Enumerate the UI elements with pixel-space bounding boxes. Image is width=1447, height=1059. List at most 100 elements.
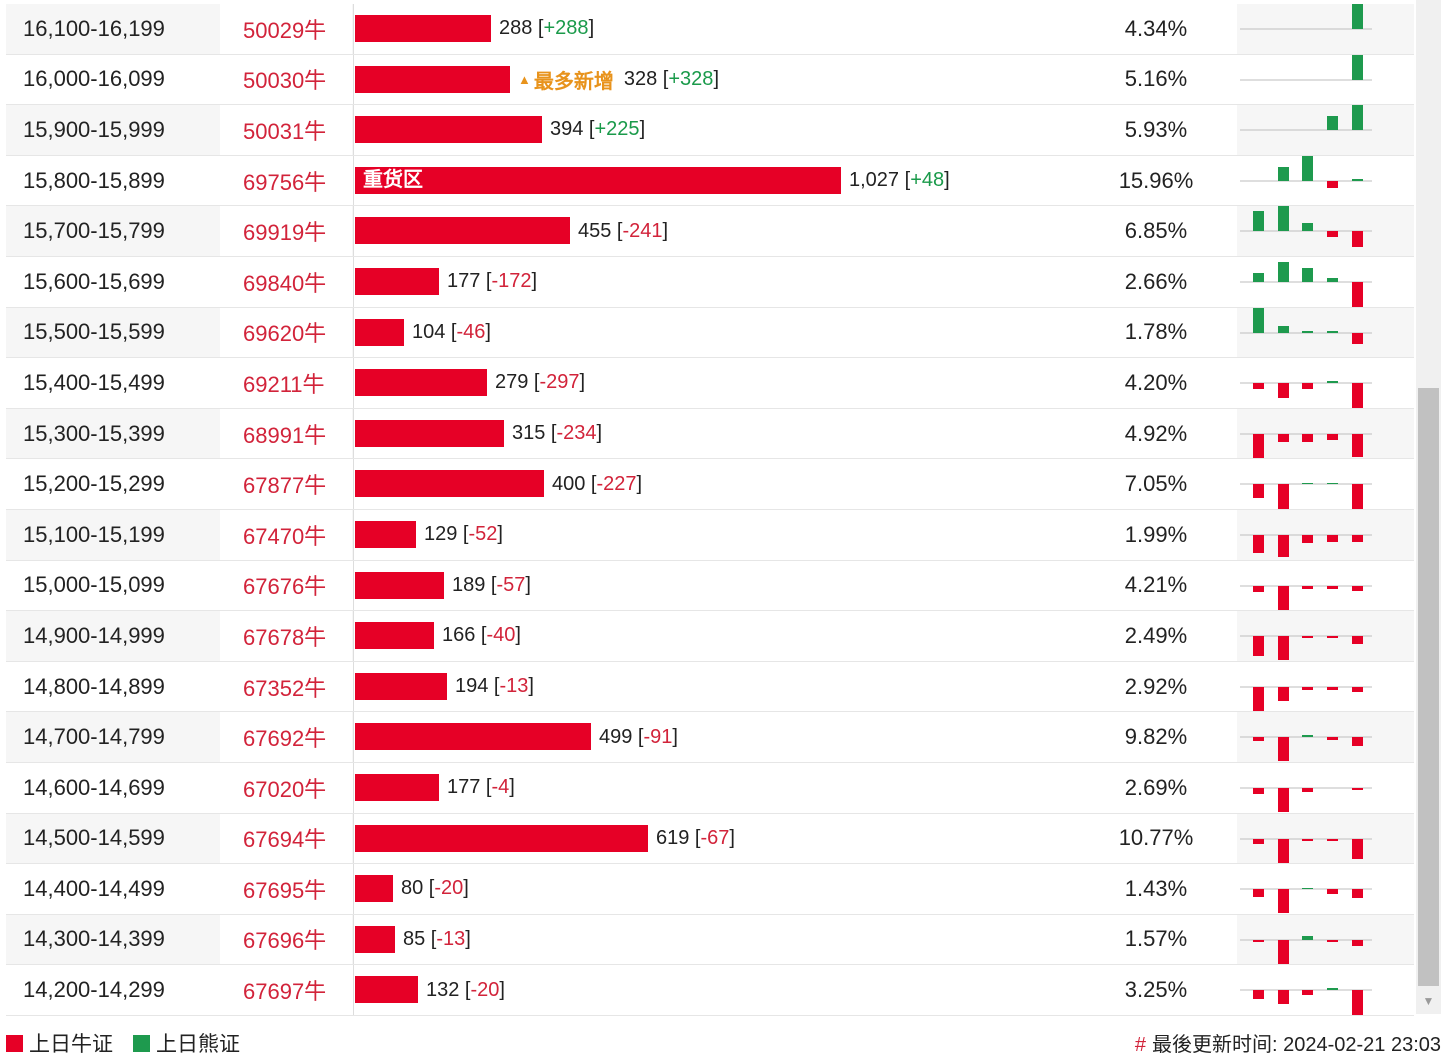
change-value: -241 bbox=[622, 219, 663, 242]
outstanding-bar bbox=[355, 217, 570, 245]
warrant-code-link[interactable]: 67695牛 bbox=[243, 877, 327, 903]
table-row[interactable]: 15,900-15,999 50031牛 394 [+225] 5.93% bbox=[6, 105, 1414, 156]
outstanding-bar bbox=[355, 369, 487, 397]
warrant-code-link[interactable]: 69211牛 bbox=[243, 371, 325, 397]
table-row[interactable]: 14,300-14,399 67696牛 85 [-13] 1.57% bbox=[6, 914, 1414, 966]
bar-value-label: 279 [-297] bbox=[495, 371, 586, 394]
percentage: 4.34% bbox=[1124, 15, 1188, 41]
table-row[interactable]: 14,700-14,799 67692牛 499 [-91] 9.82% bbox=[6, 712, 1414, 763]
table-row[interactable]: 15,800-15,899 69756牛 重货区 1,027 [+48] 15.96% bbox=[6, 155, 1414, 207]
table-row[interactable]: 14,600-14,699 67020牛 177 [-4] 2.69% bbox=[6, 762, 1414, 814]
table-row[interactable]: 15,200-15,299 67877牛 400 [-227] 7.05% bbox=[6, 459, 1414, 510]
outstanding-bar bbox=[355, 15, 491, 42]
table-row[interactable]: 15,500-15,599 69620牛 104 [-46] 1.78% bbox=[6, 307, 1414, 359]
table-row[interactable]: 15,700-15,799 69919牛 455 [-241] 6.85% bbox=[6, 206, 1414, 257]
bar-value-label: 129 [-52] bbox=[424, 523, 503, 546]
warrant-code-link[interactable]: 69756牛 bbox=[243, 169, 327, 195]
spark-bar bbox=[1352, 990, 1363, 1015]
vertical-scrollbar[interactable] bbox=[1416, 0, 1441, 1014]
table-row[interactable]: 14,200-14,299 67697牛 132 [-20] 3.25% bbox=[6, 965, 1414, 1016]
table-row[interactable]: 15,400-15,499 69211牛 279 [-297] 4.20% bbox=[6, 358, 1414, 409]
table-row[interactable]: 15,300-15,399 68991牛 315 [-234] 4.92% bbox=[6, 408, 1414, 460]
table-row[interactable]: 16,100-16,199 50029牛 288 [+288] 4.34% bbox=[6, 4, 1414, 55]
warrant-code-link[interactable]: 67697牛 bbox=[243, 979, 327, 1005]
trend-sparkline bbox=[1240, 935, 1372, 964]
change-value: -234 bbox=[556, 422, 597, 445]
warrant-code-link[interactable]: 67692牛 bbox=[243, 726, 327, 752]
price-range: 15,500-15,599 bbox=[23, 319, 165, 345]
warrant-code-link[interactable]: 67696牛 bbox=[243, 928, 327, 954]
warrant-code-link[interactable]: 67352牛 bbox=[243, 675, 327, 701]
cbbc-distribution-table: 16,100-16,199 50029牛 288 [+288] 4.34% 16,000… bbox=[6, 4, 1414, 1016]
spark-bar bbox=[1278, 325, 1289, 333]
spark-bar bbox=[1302, 636, 1313, 639]
change-value: -57 bbox=[496, 573, 526, 596]
price-range: 15,400-15,499 bbox=[23, 369, 165, 395]
price-range: 15,200-15,299 bbox=[23, 471, 165, 497]
spark-bar bbox=[1327, 277, 1338, 282]
spark-bar bbox=[1253, 383, 1264, 390]
warrant-code-link[interactable]: 67678牛 bbox=[243, 624, 327, 650]
change-value: -91 bbox=[643, 725, 673, 748]
warrant-code-link[interactable]: 67676牛 bbox=[243, 574, 327, 600]
change-value: -67 bbox=[700, 826, 730, 849]
warrant-code-link[interactable]: 69840牛 bbox=[243, 270, 327, 296]
bar-area: 166 [-40] bbox=[353, 611, 1237, 661]
warrant-code-link[interactable]: 50030牛 bbox=[243, 68, 327, 94]
percentage: 3.25% bbox=[1124, 977, 1188, 1003]
change-value: -46 bbox=[456, 320, 486, 343]
legend-bull: 上日牛证 bbox=[6, 1028, 113, 1058]
spark-bar bbox=[1253, 433, 1264, 459]
change-value: +48 bbox=[910, 169, 945, 192]
bar-area: 194 [-13] bbox=[353, 661, 1237, 712]
warrant-code-link[interactable]: 68991牛 bbox=[243, 422, 327, 448]
table-row[interactable]: 15,600-15,699 69840牛 177 [-172] 2.66% bbox=[6, 256, 1414, 308]
spark-bar bbox=[1302, 735, 1313, 738]
bar-area: 104 [-46] bbox=[353, 307, 1237, 358]
table-row[interactable]: 16,000-16,099 50030牛 ▲ 最多新增 328 [+328] 5.16% bbox=[6, 54, 1414, 106]
table-row[interactable]: 15,000-15,099 67676牛 189 [-57] 4.21% bbox=[6, 560, 1414, 612]
bull-swatch-icon bbox=[6, 1034, 23, 1052]
spark-bar bbox=[1302, 383, 1313, 390]
change-value: -13 bbox=[499, 675, 529, 698]
change-value: -4 bbox=[491, 776, 510, 799]
bar-value-label: 132 [-20] bbox=[426, 978, 505, 1001]
trend-sparkline bbox=[1240, 483, 1372, 509]
table-row[interactable]: 14,500-14,599 67694牛 619 [-67] 10.77% bbox=[6, 813, 1414, 865]
warrant-code-link[interactable]: 67877牛 bbox=[243, 473, 327, 499]
change-value: -52 bbox=[468, 523, 498, 546]
legend-bear: 上日熊证 bbox=[133, 1028, 240, 1058]
spark-bar bbox=[1278, 686, 1289, 701]
spark-bar bbox=[1278, 206, 1289, 232]
warrant-code-link[interactable]: 50029牛 bbox=[243, 17, 327, 43]
outstanding-bar bbox=[355, 723, 591, 751]
spark-bar bbox=[1352, 484, 1363, 509]
code-cell-bg bbox=[220, 509, 352, 560]
spark-bar bbox=[1352, 737, 1363, 747]
warrant-code-link[interactable]: 67694牛 bbox=[243, 827, 327, 853]
spark-bar bbox=[1352, 231, 1363, 248]
warrant-code-link[interactable]: 69919牛 bbox=[243, 220, 327, 246]
warrant-code-link[interactable]: 67470牛 bbox=[243, 523, 327, 549]
percentage: 2.69% bbox=[1124, 774, 1188, 800]
scroll-down-arrow-icon[interactable]: ▼ bbox=[1422, 994, 1435, 1008]
spark-bar bbox=[1327, 180, 1338, 188]
warrant-code-link[interactable]: 67020牛 bbox=[243, 776, 327, 802]
price-range: 14,300-14,399 bbox=[23, 926, 165, 952]
code-cell-bg bbox=[220, 307, 352, 358]
bar-area: 177 [-4] bbox=[353, 762, 1237, 813]
count-value: 619 bbox=[656, 826, 690, 849]
table-row[interactable]: 14,800-14,899 67352牛 194 [-13] 2.92% bbox=[6, 661, 1414, 713]
warrant-code-link[interactable]: 50031牛 bbox=[243, 118, 327, 144]
spark-bar bbox=[1278, 939, 1289, 964]
table-row[interactable]: 15,100-15,199 67470牛 129 [-52] 1.99% bbox=[6, 509, 1414, 561]
scrollbar-thumb[interactable] bbox=[1418, 388, 1439, 986]
code-cell-bg bbox=[220, 965, 352, 1015]
spark-bar bbox=[1352, 332, 1363, 344]
table-row[interactable]: 14,900-14,999 67678牛 166 [-40] 2.49% bbox=[6, 611, 1414, 662]
spark-bar bbox=[1302, 534, 1313, 543]
spark-bar bbox=[1327, 381, 1338, 384]
spark-bar bbox=[1253, 838, 1264, 844]
warrant-code-link[interactable]: 69620牛 bbox=[243, 321, 327, 347]
table-row[interactable]: 14,400-14,499 67695牛 80 [-20] 1.43% bbox=[6, 864, 1414, 915]
